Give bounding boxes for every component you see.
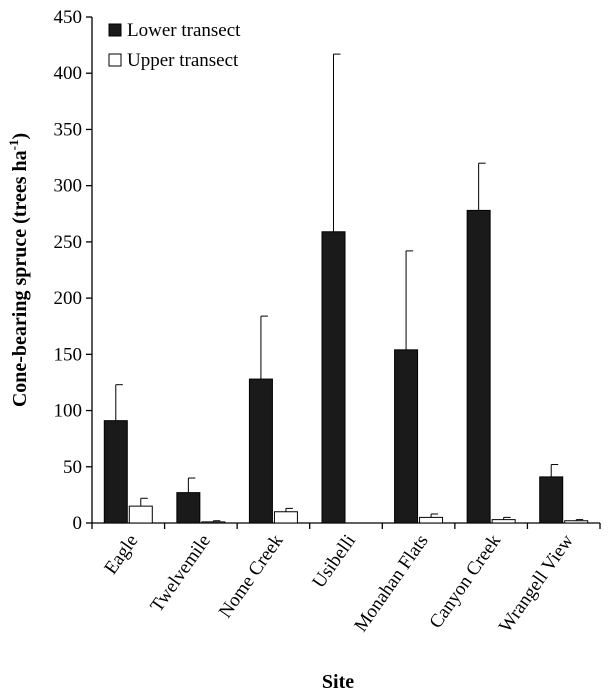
y-axis-title-close: ) <box>9 133 31 140</box>
bar-lower-transect <box>176 492 201 524</box>
legend-label-upper: Upper transect <box>127 50 239 71</box>
y-axis-title-main: Cone-bearing spruce (trees ha <box>9 150 31 407</box>
y-tick-label: 50 <box>63 457 82 478</box>
y-tick-label: 450 <box>54 7 83 28</box>
bar-upper-transect <box>419 516 444 524</box>
bar-upper-transect <box>564 520 589 524</box>
bar-lower-transect <box>321 231 346 524</box>
y-axis-title: Cone-bearing spruce (trees ha-1) <box>6 133 31 407</box>
bar-upper-transect <box>273 511 298 524</box>
x-tick-label: Nome Creek <box>215 530 288 622</box>
y-tick-label: 100 <box>54 401 83 422</box>
legend-swatch-upper <box>108 53 122 67</box>
bar-lower-transect <box>103 420 128 524</box>
bar-lower-transect <box>466 209 491 524</box>
x-tick-label: Eagle <box>100 531 142 578</box>
y-tick-label: 350 <box>54 119 83 140</box>
legend-swatch-lower <box>108 23 122 37</box>
y-axis-title-sup: -1 <box>6 140 21 151</box>
x-tick-label: Usibelli <box>308 531 360 592</box>
x-tick-label: Wrangell View <box>495 531 578 637</box>
legend: Lower transect Upper transect <box>108 20 241 71</box>
x-tick-label: Canyon Creek <box>425 530 505 632</box>
x-tick-label: Monahan Flats <box>350 531 432 636</box>
y-tick-label: 200 <box>54 288 83 309</box>
bar-lower-transect <box>394 349 419 524</box>
y-tick-label: 0 <box>73 513 83 534</box>
legend-label-lower: Lower transect <box>127 20 241 41</box>
x-axis-title: Site <box>322 671 354 693</box>
plot-area: 0 50 100 150 200 250 300 350 400 450 Eagle Twelvemi… <box>54 7 601 637</box>
bar-upper-transect <box>201 521 226 524</box>
y-tick-label: 250 <box>54 232 83 253</box>
x-tick-label: Twelvemile <box>146 531 214 616</box>
bar-upper-transect <box>491 519 516 524</box>
bar-upper-transect <box>128 505 153 524</box>
bar-lower-transect <box>248 378 273 524</box>
y-tick-label: 400 <box>54 63 83 84</box>
y-tick-label: 150 <box>54 344 83 365</box>
y-tick-label: 300 <box>54 176 83 197</box>
bar-lower-transect <box>539 476 564 524</box>
